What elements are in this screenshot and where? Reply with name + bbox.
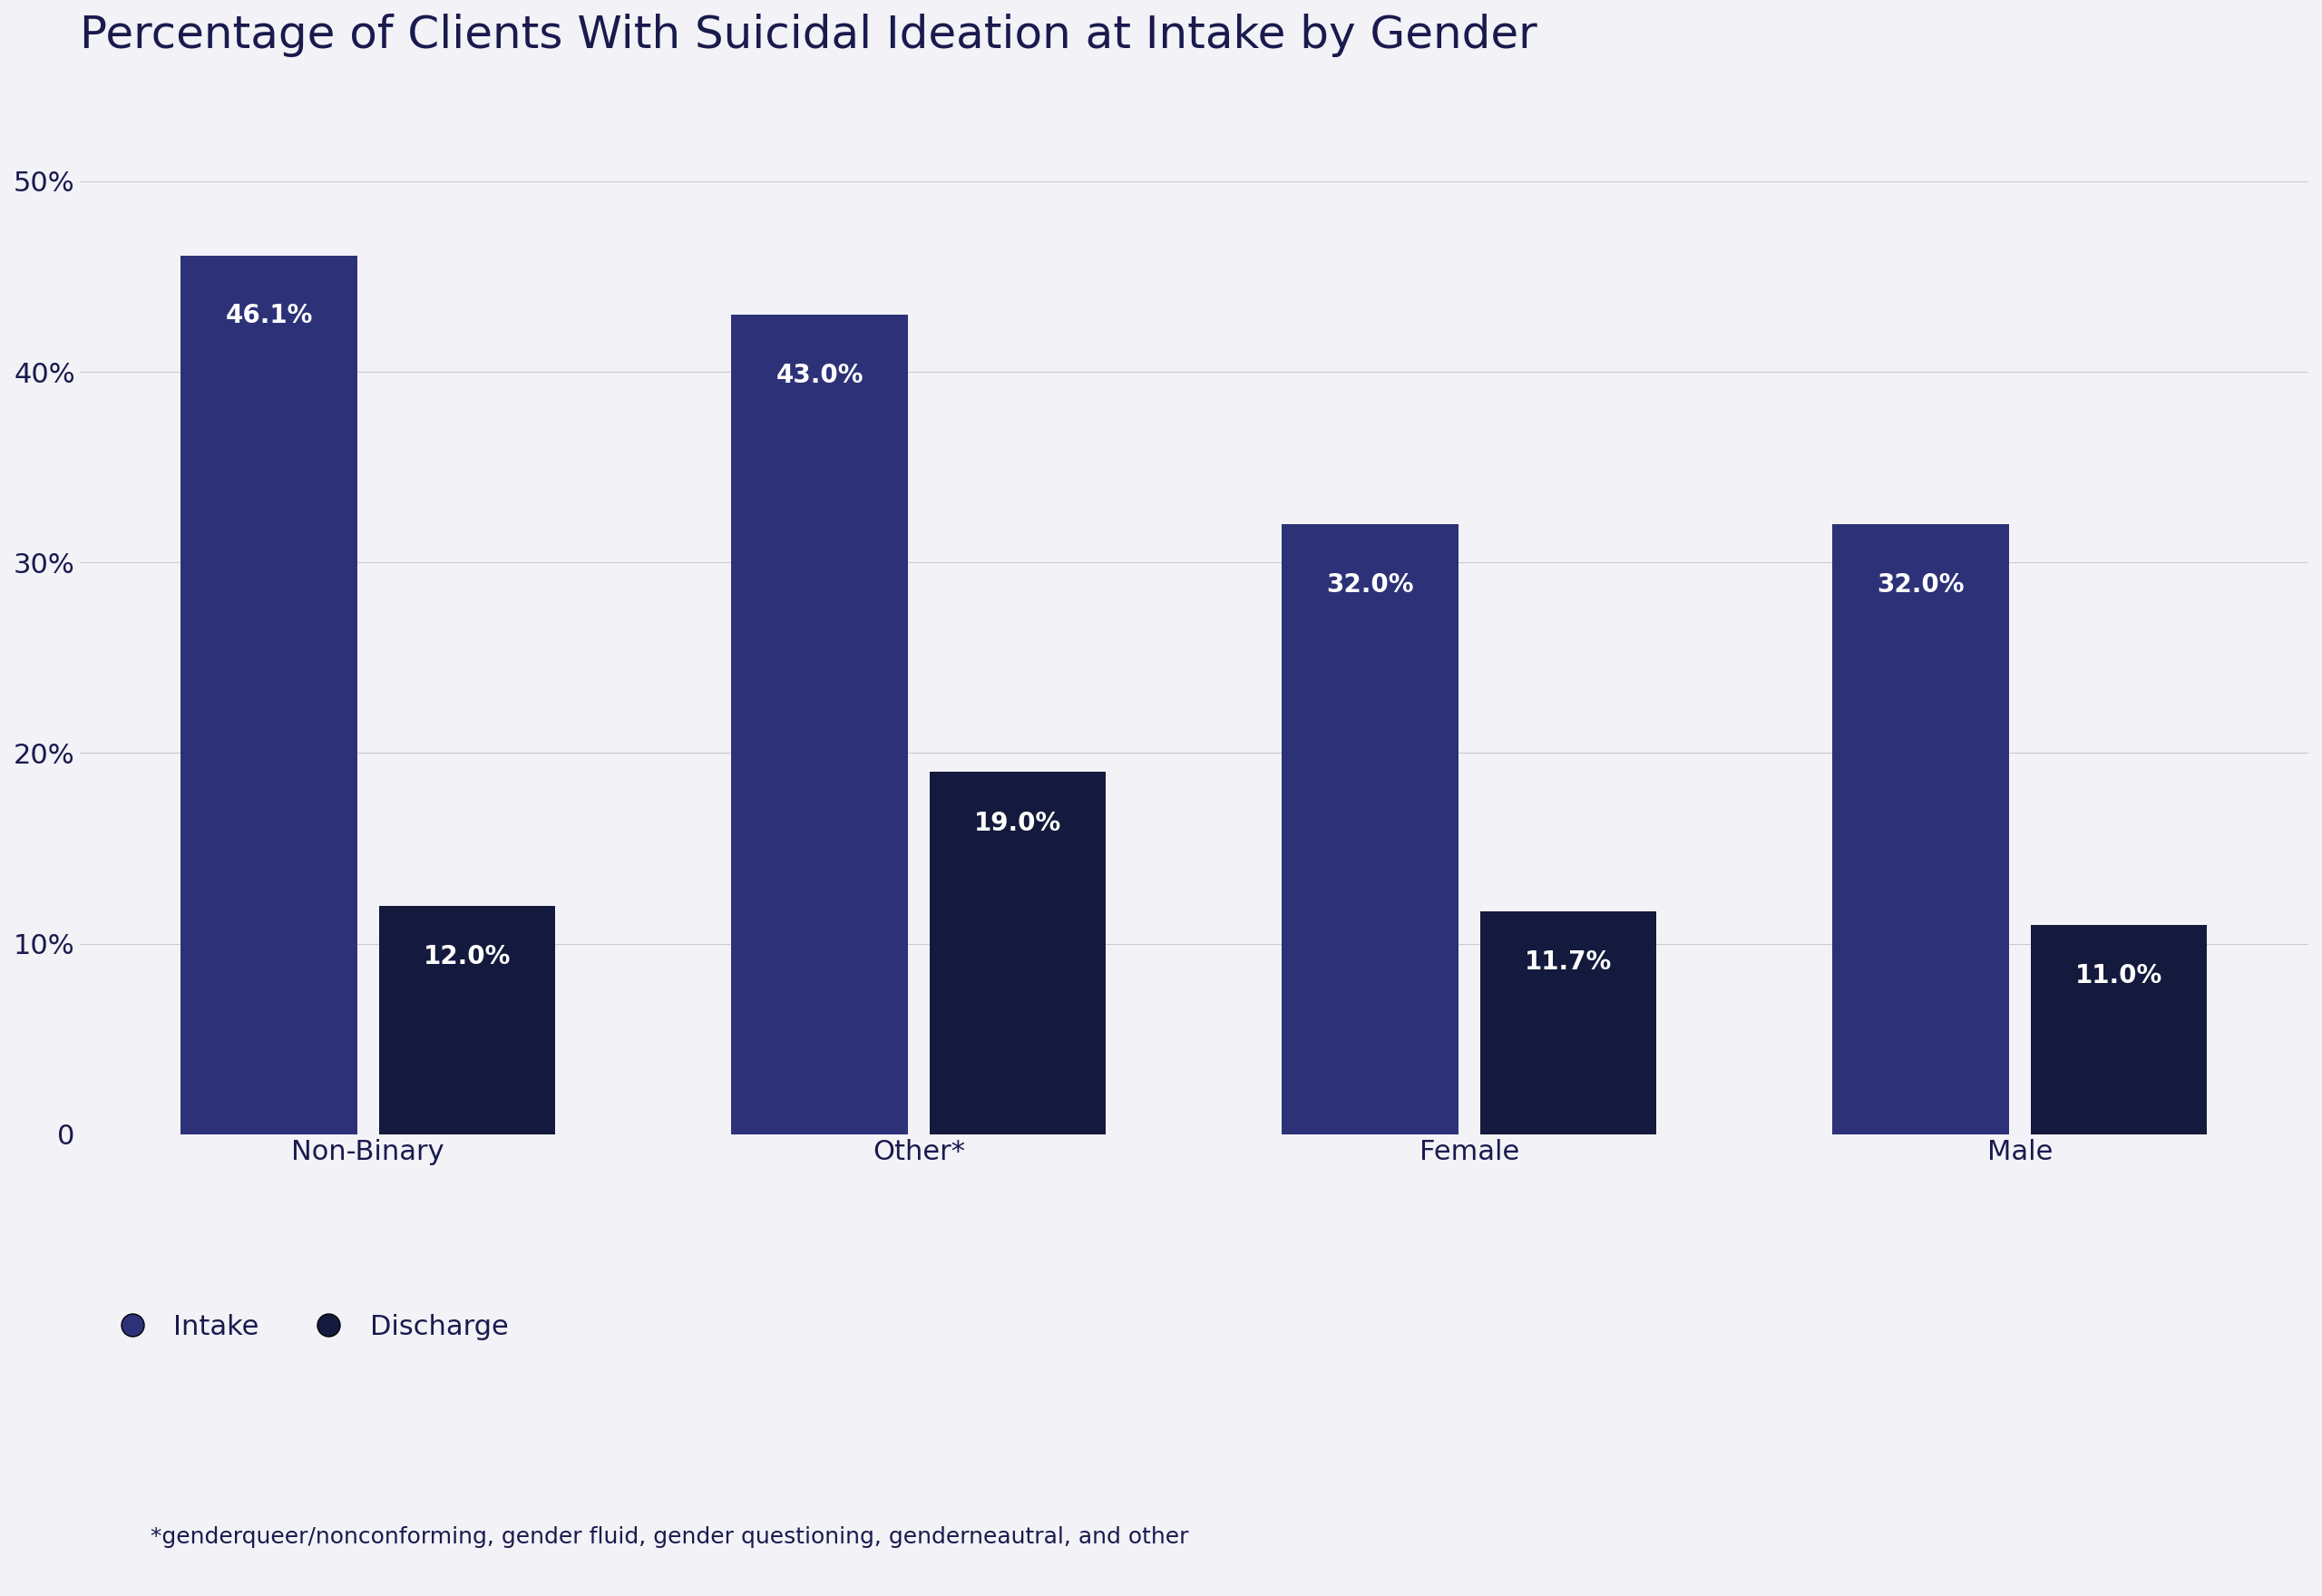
Bar: [2032, 924, 2208, 1135]
Bar: [1282, 525, 1458, 1135]
Text: 11.0%: 11.0%: [2076, 962, 2162, 988]
Text: 46.1%: 46.1%: [225, 303, 313, 329]
Text: 43.0%: 43.0%: [776, 362, 864, 388]
Bar: [929, 772, 1105, 1135]
Legend: Intake, Discharge: Intake, Discharge: [93, 1302, 520, 1352]
Text: 11.7%: 11.7%: [1526, 950, 1611, 975]
Bar: [378, 905, 555, 1135]
Bar: [1479, 911, 1656, 1135]
Text: Percentage of Clients With Suicidal Ideation at Intake by Gender: Percentage of Clients With Suicidal Idea…: [79, 14, 1537, 57]
Text: 32.0%: 32.0%: [1326, 571, 1414, 597]
Text: 32.0%: 32.0%: [1876, 571, 1964, 597]
Text: 12.0%: 12.0%: [423, 943, 511, 969]
Bar: [181, 255, 358, 1135]
Text: *genderqueer/nonconforming, gender fluid, gender questioning, genderneautral, an: *genderqueer/nonconforming, gender fluid…: [151, 1526, 1189, 1548]
Text: 19.0%: 19.0%: [975, 811, 1061, 836]
Bar: [1832, 525, 2009, 1135]
Bar: [731, 314, 908, 1135]
